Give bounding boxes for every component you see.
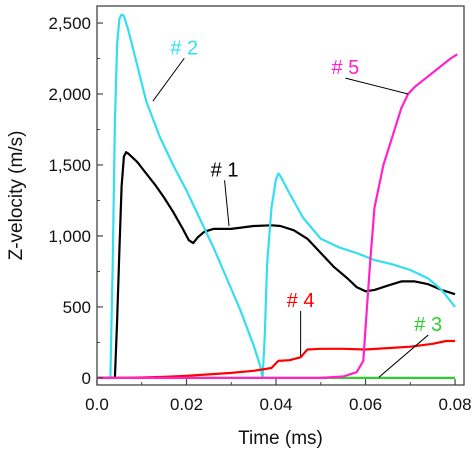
series-line-4 — [97, 339, 455, 379]
plot-frame — [96, 5, 465, 386]
annotation-leader — [152, 57, 185, 102]
y-tick-label: 0 — [82, 369, 91, 388]
x-tick-label: 0.02 — [170, 395, 203, 414]
x-tick-label: 0.04 — [259, 395, 292, 414]
annotation-label-2: # 2 — [170, 37, 198, 59]
y-tick-label: 2,500 — [48, 14, 91, 33]
annotation-leader — [378, 334, 429, 378]
x-tick-label: 0.08 — [439, 395, 472, 414]
x-axis-title: Time (ms) — [238, 428, 323, 449]
annotation-label-1: # 1 — [211, 159, 239, 181]
annotation-leader — [345, 77, 409, 95]
y-tick-label: 2,000 — [48, 85, 91, 104]
y-tick-label: 1,500 — [48, 156, 91, 175]
annotation-label-4: # 4 — [287, 290, 315, 312]
annotation-layer: # 1 # 2 # 3 # 4 # 5 — [152, 37, 442, 378]
series-line-2 — [97, 13, 456, 379]
annotation-leader — [224, 180, 230, 227]
x-tick-label: 0.06 — [349, 395, 382, 414]
x-tick-label: 0.0 — [85, 395, 109, 414]
y-axis-title: Z-velocity (m/s) — [6, 131, 27, 261]
series-line-1 — [97, 151, 456, 379]
y-tick-label: 500 — [63, 298, 91, 317]
plot-area — [96, 5, 465, 386]
y-tick-label: 1,000 — [48, 227, 91, 246]
series-line-5 — [97, 53, 458, 379]
annotation-label-5: # 5 — [331, 57, 359, 79]
axes: 0 500 1,000 1,500 2,000 2,500 0.0 0.02 0.04 0.06 0… — [48, 14, 471, 414]
annotation-label-3: # 3 — [414, 314, 442, 336]
series-layer — [97, 13, 458, 379]
